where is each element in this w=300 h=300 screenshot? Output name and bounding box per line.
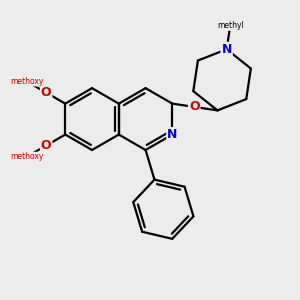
Text: N: N bbox=[221, 43, 232, 56]
Text: N: N bbox=[167, 128, 178, 141]
Text: methyl: methyl bbox=[217, 22, 244, 31]
Text: methoxy: methoxy bbox=[10, 152, 44, 161]
Text: O: O bbox=[41, 86, 51, 99]
Text: O: O bbox=[189, 100, 200, 113]
Text: O: O bbox=[41, 139, 51, 152]
Text: methoxy: methoxy bbox=[10, 77, 44, 86]
